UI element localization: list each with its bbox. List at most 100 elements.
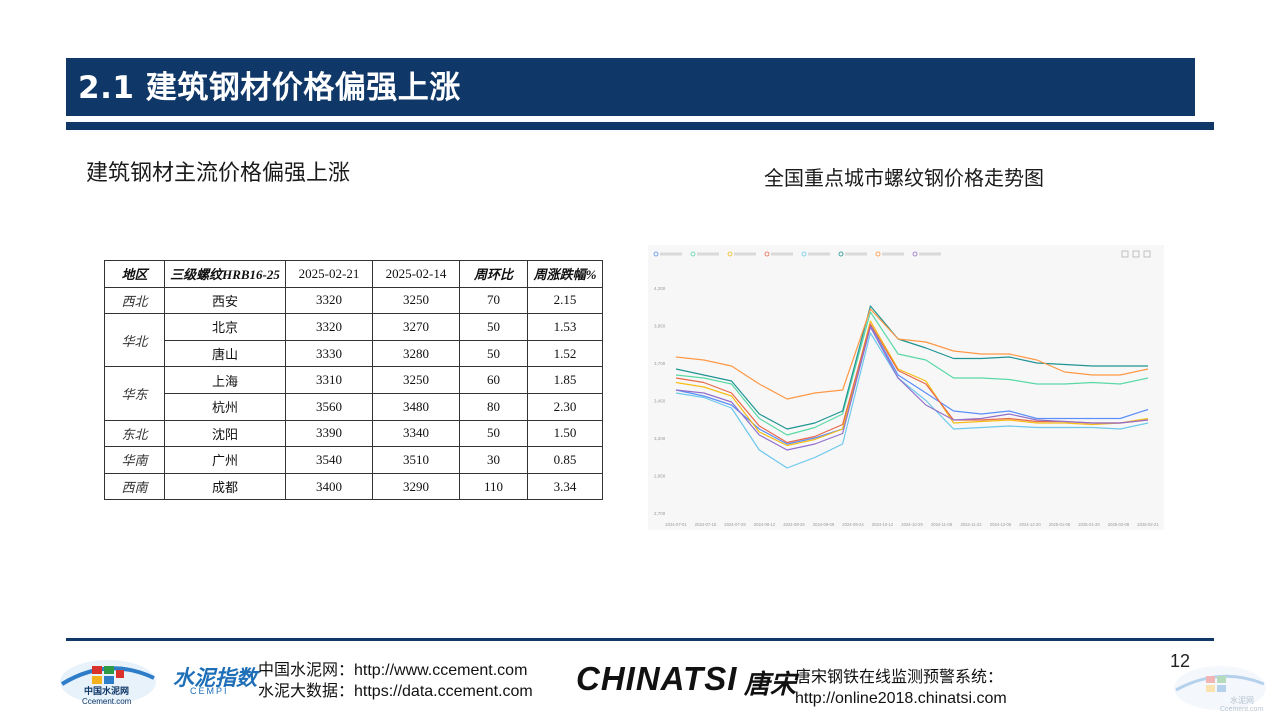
x-tick-label: 2024-10-12 <box>872 522 894 527</box>
pct-cell: 1.53 <box>527 313 603 341</box>
pct-cell: 0.85 <box>527 446 603 474</box>
x-tick-label: 2025-02-08 <box>1108 522 1130 527</box>
footer-divider <box>66 638 1214 641</box>
chart-title: 全国重点城市螺纹钢价格走势图 <box>764 166 1044 190</box>
price-previous-cell: 3280 <box>372 339 460 368</box>
legend-label <box>919 252 941 256</box>
x-tick-label: 2024-08-12 <box>754 522 776 527</box>
header-product: 三级螺纹HRB16-25 <box>164 260 286 288</box>
y-tick-label: 2,950 <box>654 474 666 479</box>
pct-cell: 1.50 <box>527 419 603 448</box>
region-cell: 华北 <box>104 313 165 368</box>
city-cell: 北京 <box>164 313 286 341</box>
tangsong-system-label: 唐宋钢铁在线监测预警系统： <box>795 669 1004 686</box>
legend-label <box>808 252 830 256</box>
watermark-logo <box>1174 666 1266 710</box>
ccement-logo <box>60 660 156 704</box>
data-view-icon <box>1132 250 1140 258</box>
legend-marker <box>912 251 918 257</box>
x-tick-label: 2024-07-15 <box>695 522 717 527</box>
table-row: 杭州 3560 3480 80 2.30 <box>105 392 603 421</box>
wow-cell: 30 <box>459 446 528 474</box>
table-row: 西北 西安 3320 3250 70 2.15 <box>104 286 603 315</box>
x-tick-label: 2024-10-29 <box>901 522 923 527</box>
y-tick-label: 4,200 <box>654 286 666 291</box>
section-subtitle: 建筑钢材主流价格偏强上涨 <box>86 161 351 186</box>
price-current-cell: 3320 <box>285 313 373 341</box>
wow-cell: 50 <box>459 419 528 448</box>
line-chart: 2,700 2,950 3,200 3,450 3,700 3,950 4,200 2024-… <box>653 250 1159 527</box>
wow-cell: 60 <box>459 366 528 394</box>
legend-marker <box>690 251 696 257</box>
x-tick-label: 2024-11-08 <box>931 522 953 527</box>
series-line <box>675 324 1149 445</box>
price-table: 地区 三级螺纹HRB16-25 2025-02-21 2025-02-14 周环… <box>104 260 603 501</box>
series-line <box>675 311 1149 436</box>
ccement-data-link-line[interactable]: 水泥大数据：https://data.ccement.com <box>258 683 533 700</box>
y-tick-label: 2,700 <box>654 511 666 516</box>
x-tick-label: 2025-01-06 <box>1049 522 1071 527</box>
region-cell: 东北 <box>104 419 165 448</box>
y-tick-label: 3,450 <box>654 399 666 404</box>
cempi-logo-sub: CEMPI <box>190 686 229 696</box>
legend-label <box>771 252 793 256</box>
y-tick-label: 3,200 <box>654 436 666 441</box>
chinatsi-logo: CHINATSI <box>576 660 738 697</box>
city-cell: 上海 <box>164 366 286 394</box>
tangsong-system-link[interactable]: http://online2018.chinatsi.com <box>795 690 1007 707</box>
region-cell: 华南 <box>104 446 165 474</box>
city-cell: 广州 <box>164 446 286 474</box>
price-previous-cell: 3510 <box>372 446 460 474</box>
series-line <box>675 320 1149 447</box>
header-date-1: 2025-02-21 <box>285 260 373 288</box>
title-bar <box>66 58 1195 116</box>
city-cell: 沈阳 <box>164 419 286 448</box>
city-cell: 杭州 <box>164 392 286 421</box>
pct-cell: 3.34 <box>527 472 603 501</box>
region-cell: 西北 <box>104 286 165 315</box>
price-current-cell: 3540 <box>285 446 373 474</box>
pct-cell: 2.30 <box>527 392 603 421</box>
header-date-2: 2025-02-14 <box>372 260 460 288</box>
price-current-cell: 3560 <box>285 392 373 421</box>
city-cell: 西安 <box>164 286 286 315</box>
price-current-cell: 3400 <box>285 472 373 501</box>
page-title: 2.1 建筑钢材价格偏强上涨 <box>78 70 461 106</box>
x-tick-label: 2024-07-01 <box>665 522 687 527</box>
title-divider <box>66 122 1214 130</box>
ccement-link-line[interactable]: 中国水泥网：http://www.ccement.com <box>258 662 528 679</box>
series-line <box>675 308 1149 400</box>
legend-marker <box>727 251 733 257</box>
legend-label <box>882 252 904 256</box>
watermark-text: 水泥网 <box>1230 696 1254 705</box>
table-row: 唐山 3330 3280 50 1.52 <box>105 339 603 368</box>
x-tick-label: 2024-12-20 <box>1019 522 1041 527</box>
ccement-logo-text: 中国水泥网 <box>84 686 130 696</box>
series-line <box>675 326 1149 451</box>
wow-cell: 70 <box>459 286 528 315</box>
cempi-logo: 水泥指数 <box>173 666 257 690</box>
wow-cell: 110 <box>459 472 528 501</box>
legend-label <box>697 252 719 256</box>
price-trend-chart: 2,700 2,950 3,200 3,450 3,700 3,950 4,200 2024-… <box>648 245 1164 530</box>
wow-cell: 80 <box>459 392 528 421</box>
table-row: 华南 广州 3540 3510 30 0.85 <box>104 446 603 474</box>
region-cell: 华东 <box>104 366 165 421</box>
x-tick-label: 2024-08-26 <box>783 522 805 527</box>
city-cell: 唐山 <box>164 339 286 368</box>
x-tick-label: 2024-09-24 <box>842 522 864 527</box>
region-cell: 西南 <box>104 472 165 501</box>
y-tick-label: 3,700 <box>654 361 666 366</box>
x-tick-label: 2025-02-21 <box>1137 522 1159 527</box>
x-tick-label: 2024-09-09 <box>813 522 835 527</box>
legend-label <box>845 252 867 256</box>
price-current-cell: 3320 <box>285 286 373 315</box>
header-pct: 周涨跌幅% <box>527 260 603 288</box>
price-previous-cell: 3250 <box>372 366 460 394</box>
y-tick-label: 3,950 <box>654 324 666 329</box>
table-row: 东北 沈阳 3390 3340 50 1.50 <box>104 419 603 448</box>
legend-label <box>660 252 682 256</box>
table-row: 华东 上海 3310 3250 60 1.85 <box>104 366 603 421</box>
header-region: 地区 <box>104 260 165 288</box>
x-tick-label: 2025-01-20 <box>1078 522 1100 527</box>
